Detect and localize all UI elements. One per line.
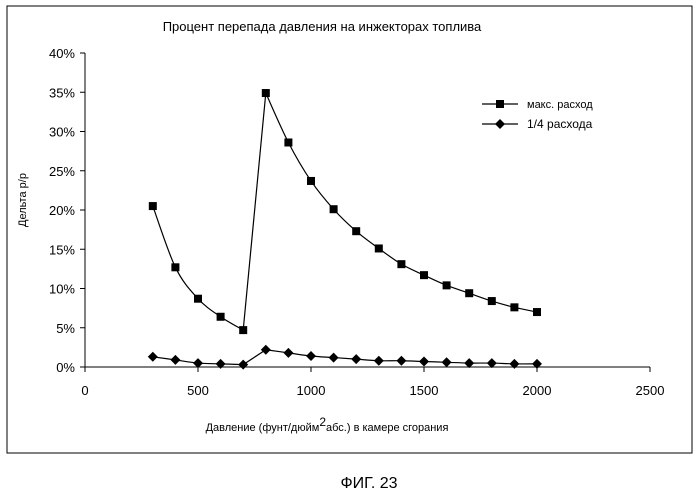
y-tick-label: 25%: [49, 164, 75, 179]
y-tick-label: 20%: [49, 203, 75, 218]
y-tick-label: 40%: [49, 46, 75, 61]
legend-label: 1/4 расхода: [527, 117, 593, 131]
data-point: [465, 289, 473, 297]
x-tick-label: 1000: [297, 383, 326, 398]
data-point: [307, 177, 315, 185]
data-point: [171, 263, 179, 271]
x-axis-label-pre: Давление (фунт/дюйм: [206, 422, 320, 434]
legend-label: макс. расход: [527, 99, 593, 111]
chart-frame: [7, 6, 692, 453]
data-point: [352, 227, 360, 235]
data-point: [262, 89, 270, 97]
data-point: [194, 295, 202, 303]
data-point: [443, 281, 451, 289]
x-tick-label: 1500: [410, 383, 439, 398]
chart-title: Процент перепада давления на инжекторах …: [163, 19, 482, 34]
data-point: [488, 297, 496, 305]
data-point: [533, 308, 541, 316]
y-tick-label: 30%: [49, 125, 75, 140]
data-point: [397, 260, 405, 268]
x-tick-label: 500: [187, 383, 209, 398]
y-axis-label: Дельта р/р: [17, 173, 29, 227]
x-axis-label-post: абс.) в камере сгорания: [326, 422, 448, 434]
data-point: [375, 244, 383, 252]
y-tick-label: 15%: [49, 242, 75, 257]
y-tick-label: 0%: [56, 360, 75, 375]
x-tick-label: 2500: [636, 383, 665, 398]
legend-marker: [496, 100, 504, 108]
data-point: [420, 271, 428, 279]
y-tick-label: 35%: [49, 85, 75, 100]
data-point: [149, 202, 157, 210]
data-point: [239, 326, 247, 334]
x-tick-label: 0: [81, 383, 88, 398]
y-tick-label: 5%: [56, 321, 75, 336]
y-tick-label: 10%: [49, 282, 75, 297]
x-tick-label: 2000: [523, 383, 552, 398]
data-point: [284, 138, 292, 146]
data-point: [217, 313, 225, 321]
figure-caption: ФИГ. 23: [340, 475, 397, 491]
data-point: [330, 205, 338, 213]
data-point: [510, 303, 518, 311]
